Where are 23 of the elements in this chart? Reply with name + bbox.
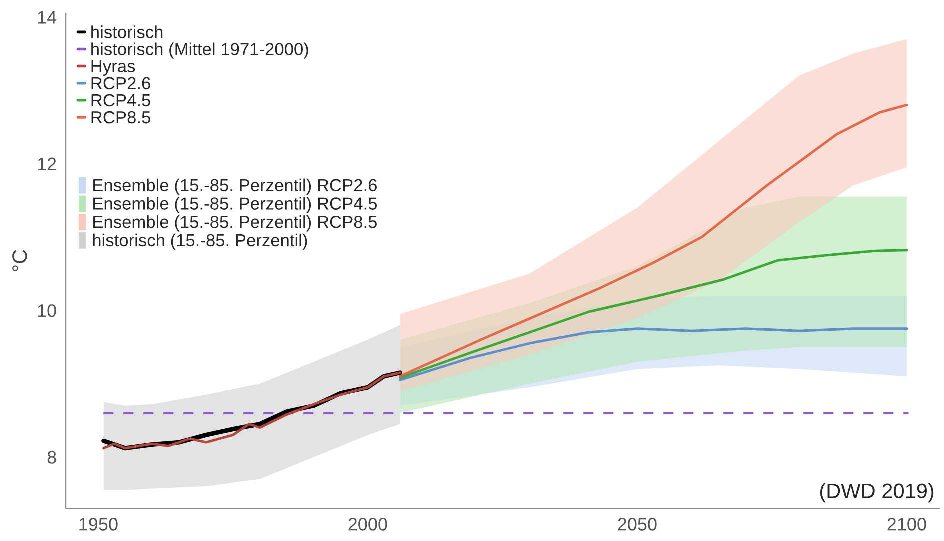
- x-tick-label: 2050: [618, 518, 657, 531]
- line-series: [399, 328, 908, 382]
- y-tick-label: 8: [48, 451, 56, 464]
- annotation: (DWD 2019): [820, 483, 934, 503]
- legend-label: RCP4.5: [92, 94, 150, 107]
- line-series: [399, 249, 908, 380]
- legend-label: Ensemble (15.-85. Perzentil) RCP2.6: [94, 178, 377, 196]
- legend-label: RCP8.5: [92, 111, 150, 124]
- legend-label: historisch (Mittel 1971-2000): [92, 42, 308, 59]
- y-tick-label: 12: [38, 158, 56, 170]
- y-tick-label: 14: [38, 11, 57, 24]
- y-tick-label: 10: [38, 304, 56, 318]
- line-series: [399, 104, 908, 378]
- legend-label: Hyras: [92, 60, 136, 76]
- x-tick-label: 2100: [888, 518, 926, 531]
- x-tick-label: 1950: [80, 518, 118, 531]
- y-axis-title: °C: [12, 250, 28, 272]
- legend-label: RCP2.6: [92, 77, 150, 90]
- legend-label: historisch (15.-85. Perzentil): [93, 234, 308, 250]
- legend-label: Ensemble (15.-85. Perzentil) RCP8.5: [94, 216, 378, 232]
- legend-label: Ensemble (15.-85. Perzentil) RCP4.5: [94, 197, 378, 214]
- legend-label: historisch: [92, 26, 163, 38]
- x-tick-label: 2000: [348, 518, 388, 531]
